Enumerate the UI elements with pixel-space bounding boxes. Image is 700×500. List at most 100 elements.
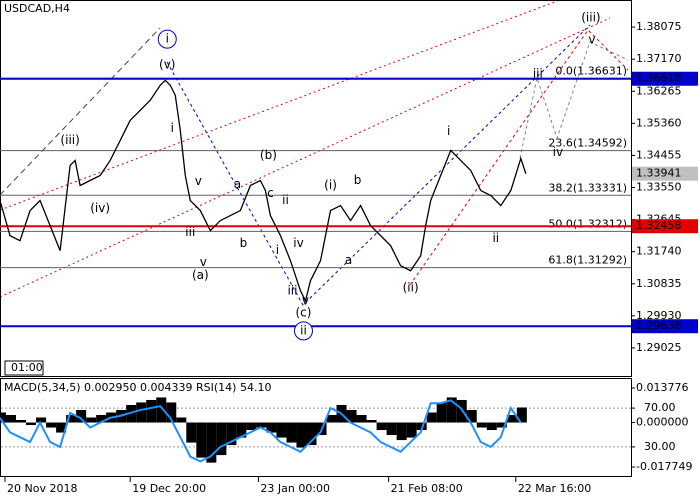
chart-title: USDCAD,H4: [4, 2, 70, 15]
macd-bar: [56, 422, 67, 433]
wave-label: v: [195, 174, 202, 188]
fib-label: 38.2(1.33331): [548, 181, 627, 194]
macd-bar: [226, 422, 237, 446]
macd-bar: [386, 422, 397, 436]
indicator-frame: [0, 378, 632, 477]
wave-label: i: [276, 243, 279, 257]
x-tick-label: 22 Mar 16:00: [518, 482, 591, 495]
macd-bar: [66, 415, 77, 423]
y-tick-label: 1.33550: [636, 181, 682, 194]
macd-bar: [286, 422, 297, 443]
indicator-title: MACD(5,34,5) 0.002950 0.004339 RSI(14) 5…: [4, 381, 271, 394]
macd-bar: [486, 422, 497, 431]
macd-bar: [0, 412, 7, 423]
fib-label: 61.8(1.31292): [548, 254, 627, 267]
y-tick-label: 1.34455: [636, 148, 682, 161]
wave-label: (b): [260, 148, 277, 162]
trend-lines: [0, 0, 629, 306]
wave-label: a: [234, 177, 241, 191]
wave-label: iii: [287, 283, 297, 297]
macd-bar: [46, 422, 57, 428]
wave-label: iv: [553, 145, 563, 159]
macd-bar: [196, 422, 207, 458]
wave-label: v: [302, 293, 309, 307]
macd-bar: [506, 415, 517, 423]
projection-path: [519, 41, 629, 159]
macd-bar: [376, 422, 387, 431]
wave-label: iii: [533, 67, 543, 81]
macd-bar: [206, 422, 217, 463]
macd-bar: [496, 422, 507, 428]
macd-bar: [16, 420, 27, 423]
fib-label: 23.6(1.34592): [548, 137, 627, 150]
price-tag-label: 1.36618: [636, 72, 682, 85]
macd-bar: [436, 402, 447, 423]
price-tag-label: 1.32458: [636, 219, 682, 232]
wave-label: iii: [185, 225, 195, 239]
y-tick-label: 1.30835: [636, 277, 682, 290]
macd-bar: [406, 422, 417, 438]
macd-bar: [276, 422, 287, 438]
macd-bar: [306, 422, 317, 446]
y-tick-label: 1.36265: [636, 84, 682, 97]
macd-bar: [6, 415, 17, 423]
macd-bar: [256, 422, 267, 428]
macd-bar: [96, 415, 107, 423]
macd-bar: [146, 399, 157, 423]
wave-path: [409, 29, 629, 286]
x-tick-label: 23 Jan 00:00: [260, 482, 330, 495]
macd-bar: [246, 422, 257, 431]
wave-label: c: [267, 186, 274, 200]
macd-bar: [326, 415, 337, 423]
wave-label: v: [200, 255, 207, 269]
macd-bar: [416, 422, 427, 431]
wave-label: (iv): [90, 201, 110, 215]
y2-tick-label: 70.00: [644, 401, 676, 414]
macd-bar: [266, 422, 277, 433]
wave-path: [166, 24, 591, 306]
wave-label: (c): [295, 305, 311, 319]
price-tag: [632, 219, 698, 234]
price-tag-label: 1.29638: [636, 319, 682, 332]
wave-label: b: [240, 236, 248, 250]
wave-label: b: [354, 173, 362, 187]
rsi-line: [0, 399, 522, 463]
y-tick-label: 1.29025: [636, 341, 682, 354]
wave-label: iv: [293, 236, 303, 250]
macd-bar: [366, 420, 377, 423]
wave-label: (i): [324, 178, 337, 192]
wave-circle: [157, 29, 177, 49]
wave-label: ii: [282, 193, 289, 207]
y-tick-label: 1.37170: [636, 52, 682, 65]
macd-bar: [156, 397, 167, 423]
x-tick-label: 19 Dec 20:00: [132, 482, 206, 495]
wave-label: ii: [492, 231, 499, 245]
time-box: [4, 360, 44, 376]
y-tick-label: 0.000000: [636, 416, 689, 429]
macd-bar: [446, 397, 457, 423]
macd-bar: [216, 422, 227, 456]
wave-label: ii: [300, 323, 307, 337]
x-tick-label: 21 Feb 08:00: [391, 482, 463, 495]
price-tag: [632, 319, 698, 334]
y-tick-label: 1.35360: [636, 116, 682, 129]
macd-bar: [296, 422, 307, 448]
wave-label: (iii): [60, 133, 79, 147]
y-tick-label: 1.29930: [636, 309, 682, 322]
wave-label: i: [447, 124, 450, 138]
macd-bar: [516, 407, 527, 423]
wave-label: (v): [159, 58, 175, 72]
x-tick-label: 20 Nov 2018: [7, 482, 77, 495]
macd-bar: [176, 417, 187, 423]
macd-bar: [466, 409, 477, 423]
price-tag: [632, 166, 698, 181]
price-tag: [632, 71, 698, 86]
macd-bar: [26, 422, 37, 426]
macd-bar: [346, 409, 357, 423]
fib-label: 50.0(1.32312): [548, 217, 627, 230]
y-tick-label: 1.38075: [636, 20, 682, 33]
macd-bar: [36, 417, 47, 423]
macd-bar: [186, 422, 197, 443]
y-tick-label: 0.013776: [636, 381, 689, 394]
